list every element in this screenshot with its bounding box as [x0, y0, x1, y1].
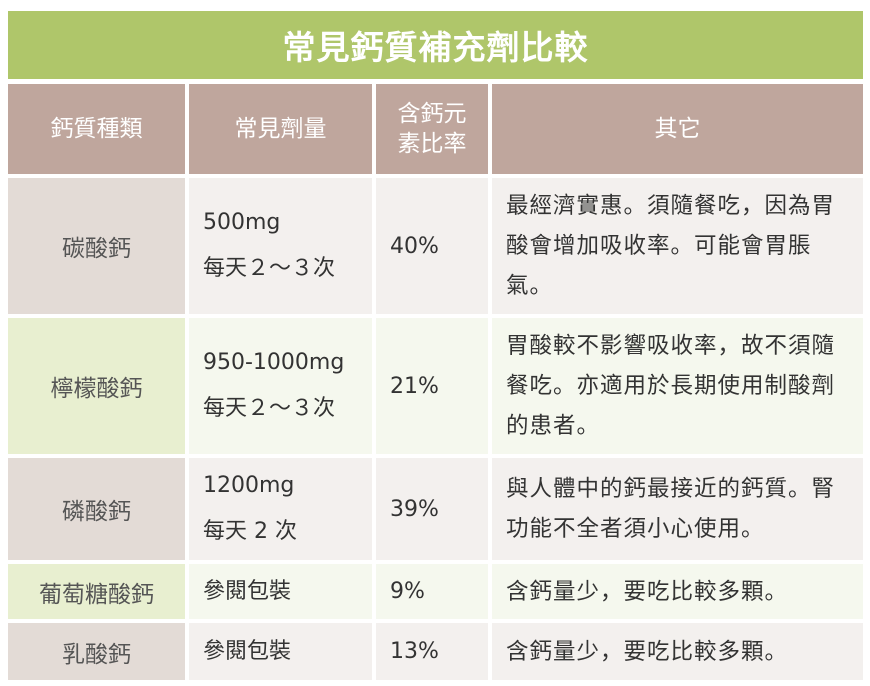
table-title: 常見鈣質補充劑比較	[8, 11, 863, 79]
row-name: 檸檬酸鈣	[8, 318, 185, 454]
row-name: 乳酸鈣	[8, 623, 185, 680]
row-note: 含鈣量少，要吃比較多顆。	[492, 623, 863, 680]
row-ratio: 39%	[376, 458, 488, 560]
comparison-table: 常見鈣質補充劑比較 鈣質種類 常見劑量 含鈣元 素比率 其它 碳酸鈣 500mg…	[8, 11, 863, 680]
dose-amount: 參閱包裝	[203, 578, 292, 604]
row-name: 葡萄糖酸鈣	[8, 564, 185, 619]
dose-amount: 1200mg	[203, 473, 295, 498]
row-ratio: 13%	[376, 623, 488, 680]
row-dose: 500mg 每天２～３次	[189, 178, 372, 314]
dose-amount: 950-1000mg	[203, 350, 345, 375]
header-ratio-line2: 素比率	[397, 131, 467, 157]
dose-frequency: 每天２～３次	[203, 396, 336, 421]
row-dose: 參閱包裝	[189, 564, 372, 619]
row-name: 碳酸鈣	[8, 178, 185, 314]
dose-amount: 參閱包裝	[203, 638, 292, 664]
row-note: 最經濟實惠。須隨餐吃，因為胃酸會增加吸收率。可能會胃脹氣。	[492, 178, 863, 314]
header-dose: 常見劑量	[189, 84, 372, 174]
row-dose: 參閱包裝	[189, 623, 372, 680]
row-name: 磷酸鈣	[8, 458, 185, 560]
dose-frequency: 每天２～３次	[203, 256, 336, 281]
dose-amount: 500mg	[203, 210, 281, 235]
header-ratio: 含鈣元 素比率	[376, 84, 488, 174]
row-note: 胃酸較不影響吸收率，故不須隨餐吃。亦適用於長期使用制酸劑的患者。	[492, 318, 863, 454]
dose-frequency: 每天 2 次	[203, 519, 297, 544]
row-dose: 1200mg 每天 2 次	[189, 458, 372, 560]
row-ratio: 9%	[376, 564, 488, 619]
row-ratio: 40%	[376, 178, 488, 314]
header-ratio-line1: 含鈣元	[397, 101, 467, 127]
header-other: 其它	[492, 84, 863, 174]
row-note: 與人體中的鈣最接近的鈣質。腎功能不全者須小心使用。	[492, 458, 863, 560]
table-grid: 鈣質種類 常見劑量 含鈣元 素比率 其它 碳酸鈣 500mg 每天２～３次 40…	[8, 84, 863, 680]
header-type: 鈣質種類	[8, 84, 185, 174]
row-note: 含鈣量少，要吃比較多顆。	[492, 564, 863, 619]
row-dose: 950-1000mg 每天２～３次	[189, 318, 372, 454]
row-ratio: 21%	[376, 318, 488, 454]
